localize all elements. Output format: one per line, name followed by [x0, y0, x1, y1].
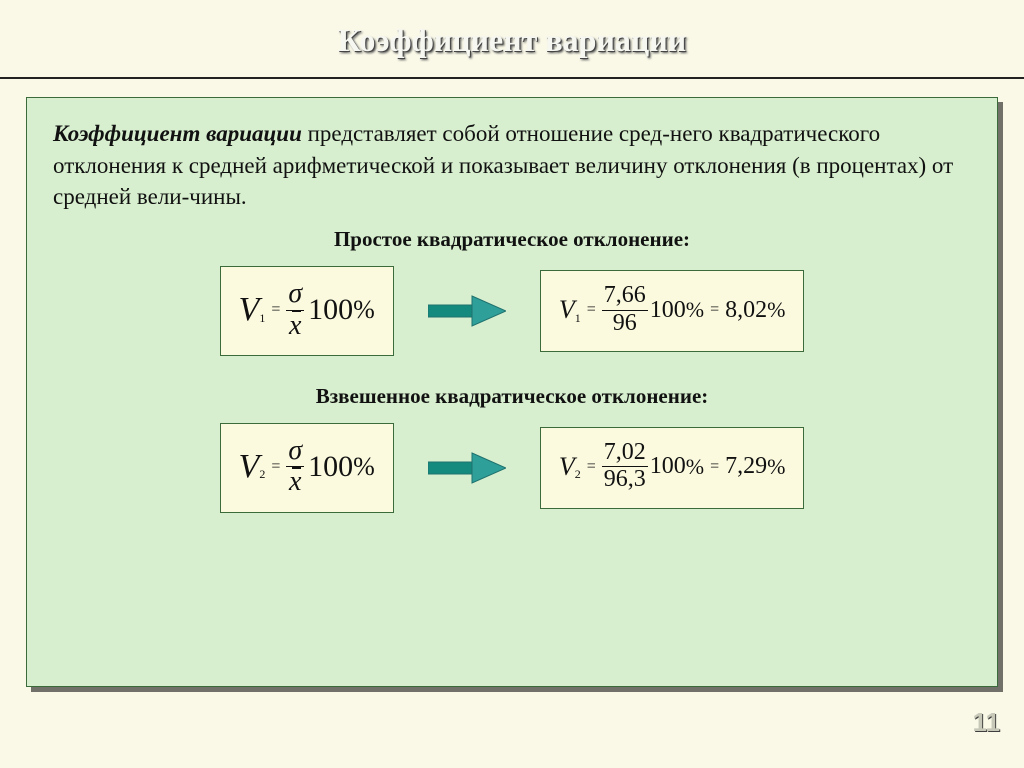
var-sub: 1	[259, 311, 265, 326]
pct-sign: %	[353, 452, 375, 482]
result-value: 7,29	[725, 453, 767, 480]
page-title: Коэффициент вариации	[338, 22, 686, 59]
var-symbol: V	[239, 448, 260, 486]
frac-num: 7,02	[602, 440, 648, 467]
fraction: 7,02 96,3	[602, 440, 648, 493]
fraction: σ x	[286, 279, 304, 341]
pct-sign: %	[767, 454, 785, 480]
section1-calc: V1 = 7,66 96 100% = 8,02%	[559, 283, 786, 336]
fraction: σ x	[286, 436, 304, 498]
pct-sign: %	[353, 295, 375, 325]
frac-num: 7,66	[602, 283, 648, 310]
mult-100: 100	[650, 453, 686, 480]
section1-heading: Простое квадратическое отклонение:	[53, 227, 971, 252]
var-sub: 2	[575, 467, 581, 482]
definition-paragraph: Коэффициент вариации представляет собой …	[53, 118, 971, 213]
var-sub: 1	[575, 311, 581, 326]
page-number: 11	[973, 707, 1001, 738]
equals-sign: =	[704, 458, 725, 476]
equals-sign: =	[265, 458, 286, 476]
frac-num: σ	[286, 436, 304, 467]
section1-row: V1 = σ x 100% V1 = 7,66 96 100%	[53, 262, 971, 362]
equals-sign: =	[581, 301, 602, 319]
fraction: 7,66 96	[602, 283, 648, 336]
result-value: 8,02	[725, 297, 767, 324]
content-panel: Коэффициент вариации представляет собой …	[26, 97, 998, 687]
frac-num: σ	[286, 279, 304, 310]
mult-100: 100	[650, 297, 686, 324]
var-sub: 2	[259, 467, 265, 482]
section2-heading: Взвешенное квадратическое отклонение:	[53, 384, 971, 409]
section2-calc: V2 = 7,02 96,3 100% = 7,29%	[559, 440, 786, 493]
frac-den: 96	[611, 311, 639, 337]
definition-lead: Коэффициент вариации	[53, 121, 302, 146]
pct-sign: %	[686, 454, 704, 480]
pct-sign: %	[767, 297, 785, 323]
frac-den: 96,3	[602, 467, 648, 493]
section1-formula: V1 = σ x 100%	[239, 279, 375, 341]
frac-den: x	[287, 311, 303, 341]
arrow-icon	[428, 451, 506, 485]
section1-calc-box: V1 = 7,66 96 100% = 8,02%	[540, 270, 805, 351]
arrow-icon	[428, 294, 506, 328]
frac-den: x	[287, 467, 303, 497]
section1-formula-box: V1 = σ x 100%	[220, 266, 394, 356]
equals-sign: =	[265, 301, 286, 319]
var-symbol: V	[559, 452, 575, 482]
section2-formula: V2 = σ x 100%	[239, 436, 375, 498]
equals-sign: =	[704, 301, 725, 319]
title-area: Коэффициент вариации	[0, 0, 1024, 69]
var-symbol: V	[559, 295, 575, 325]
equals-sign: =	[581, 458, 602, 476]
section2-formula-box: V2 = σ x 100%	[220, 423, 394, 513]
section2-row: V2 = σ x 100% V2 = 7,02 96,3 100%	[53, 419, 971, 519]
mult-100: 100	[308, 293, 353, 327]
section2-calc-box: V2 = 7,02 96,3 100% = 7,29%	[540, 427, 805, 508]
var-symbol: V	[239, 291, 260, 329]
mult-100: 100	[308, 450, 353, 484]
pct-sign: %	[686, 297, 704, 323]
title-rule	[0, 77, 1024, 79]
